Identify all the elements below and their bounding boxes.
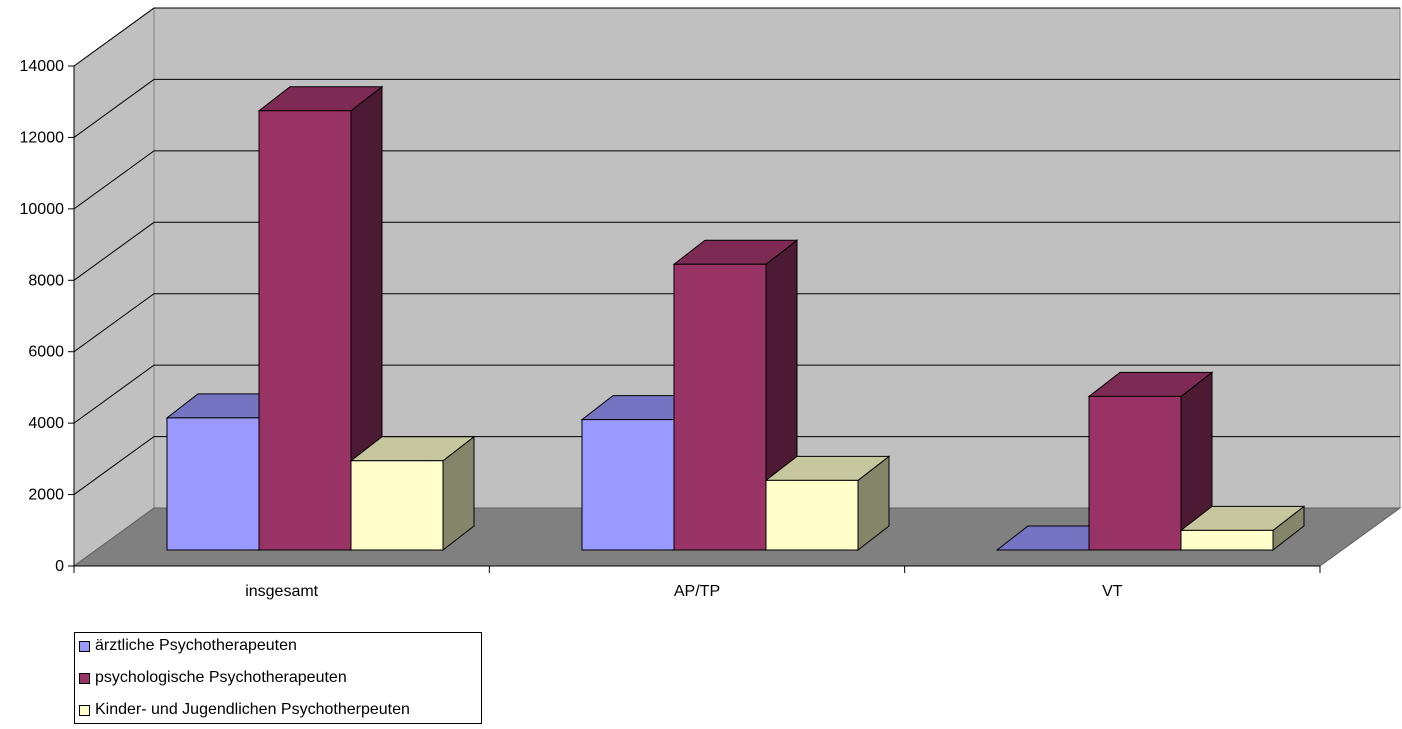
- gridline-6: [73, 78, 1400, 138]
- gridline-4: [73, 221, 1400, 281]
- y-tick-label-6: 12000: [20, 129, 65, 146]
- gridline-5: [73, 150, 1400, 210]
- y-tick-label-2: 4000: [28, 415, 64, 432]
- x-tick-label-0: insgesamt: [245, 583, 318, 600]
- bar-front: [673, 263, 767, 551]
- x-tick-label-2: VT: [1102, 583, 1123, 600]
- bar-front: [1088, 395, 1182, 551]
- bar-0-1: [257, 85, 384, 552]
- bar-front: [581, 419, 675, 551]
- y-tick-label-0: 0: [55, 558, 64, 575]
- bar-front: [166, 417, 260, 551]
- bar-front: [765, 479, 859, 551]
- legend-item-psychologische: psychologische Psychotherapeuten: [79, 667, 347, 689]
- bar-front: [1180, 529, 1274, 551]
- gridline-3: [73, 293, 1400, 353]
- bar-0-2: [349, 435, 476, 552]
- bar-2-2: [1179, 505, 1306, 552]
- legend-swatch-psychologische: [79, 672, 90, 684]
- bar-1-2: [764, 455, 891, 552]
- legend: ärztliche Psychotherapeuten psychologisc…: [74, 632, 482, 724]
- y-tick-label-3: 6000: [28, 344, 64, 361]
- x-tick-label-1: AP/TP: [674, 583, 720, 600]
- side-wall: [73, 7, 155, 567]
- legend-item-kinder-jugendliche: Kinder- und Jugendlichen Psychotherpeute…: [79, 699, 410, 721]
- legend-item-aerztliche: ärztliche Psychotherapeuten: [79, 635, 297, 657]
- gridline-7: [73, 7, 1400, 67]
- bar-front: [350, 460, 444, 551]
- y-tick-label-4: 8000: [28, 272, 64, 289]
- gridline-2: [73, 364, 1400, 424]
- legend-label-kinder-jugendliche: Kinder- und Jugendlichen Psychotherpeute…: [95, 701, 410, 718]
- legend-label-psychologische: psychologische Psychotherapeuten: [95, 669, 347, 686]
- y-tick-label-7: 14000: [20, 58, 65, 75]
- gridline-1: [73, 436, 1400, 495]
- bar-front: [258, 110, 352, 551]
- y-tick-label-1: 2000: [28, 487, 64, 504]
- bar-2-1: [1087, 371, 1214, 552]
- legend-label-aerztliche: ärztliche Psychotherapeuten: [95, 637, 297, 654]
- y-tick-label-5: 10000: [20, 201, 65, 218]
- legend-swatch-aerztliche: [79, 640, 90, 652]
- legend-swatch-kinder-jugendliche: [79, 704, 90, 716]
